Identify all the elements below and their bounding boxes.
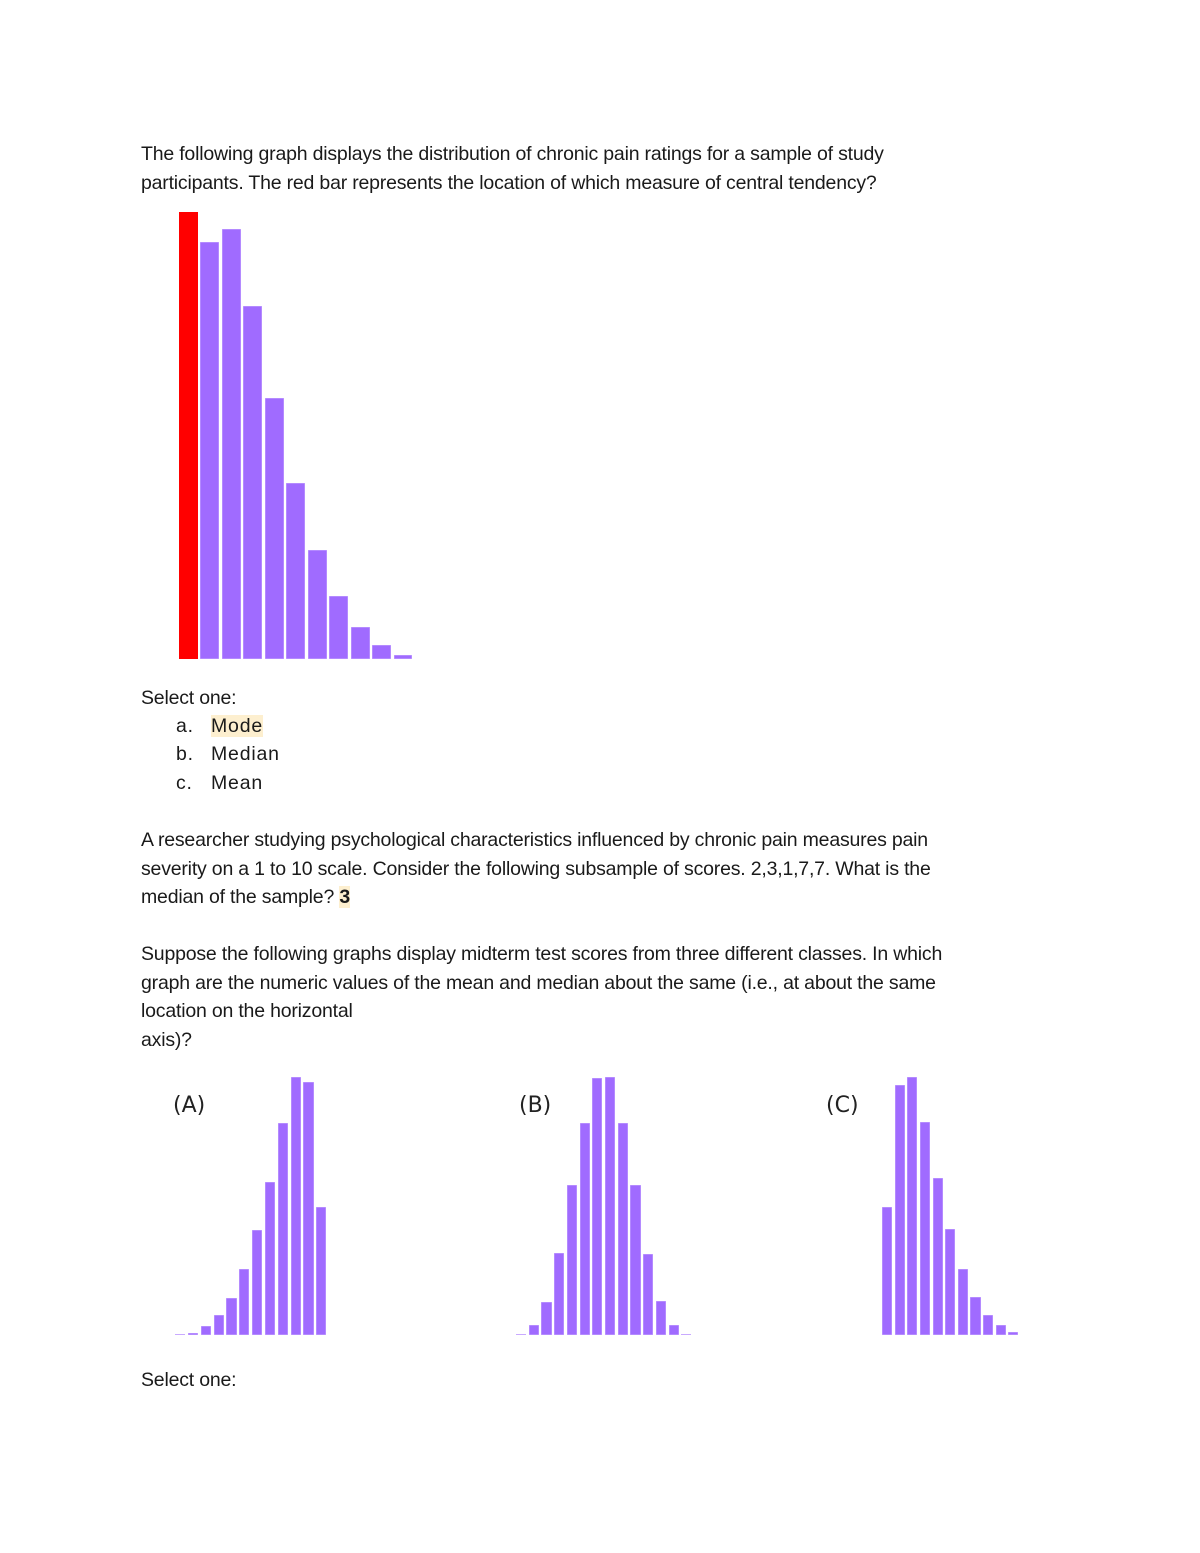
option-b-letter: b. (176, 743, 194, 765)
histogram-bar (350, 627, 370, 659)
histogram-bar (970, 1297, 981, 1335)
question1-text: The following graph displays the distrib… (141, 140, 1061, 197)
question2-line1: A researcher studying psychological char… (141, 829, 928, 851)
histogram-bar (617, 1123, 628, 1335)
histogram-bar (372, 645, 392, 659)
histogram-bar (919, 1122, 931, 1335)
option-c-label: Mean (211, 772, 263, 794)
option-b-median[interactable]: b. Median (176, 740, 280, 769)
histogram-bar (221, 229, 241, 659)
histogram-bar (605, 1077, 616, 1335)
histogram-bar (957, 1269, 968, 1335)
option-c-letter: c. (176, 772, 193, 794)
histogram-bar (303, 1082, 314, 1335)
question2-line3-text: median of the sample? (141, 886, 340, 908)
histogram-bar (592, 1078, 603, 1335)
histogram-bar (668, 1325, 679, 1335)
histogram-bar (1008, 1332, 1019, 1335)
histogram-bar (907, 1077, 918, 1335)
histogram-bar (239, 1269, 250, 1335)
histogram-bar (983, 1315, 994, 1335)
histogram-bar (894, 1085, 905, 1335)
question2-line2: severity on a 1 to 10 scale. Consider th… (141, 857, 931, 880)
question3-line4: axis)? (141, 1028, 192, 1051)
histogram-bar (290, 1077, 301, 1335)
pain-ratings-histogram (179, 200, 415, 659)
question2-text: A researcher studying psychological char… (141, 826, 1061, 912)
question3-line2: graph are the numeric values of the mean… (141, 971, 936, 994)
option-c-mean[interactable]: c. Mean (176, 769, 263, 798)
histogram-bar (329, 596, 349, 659)
histogram-bar (264, 398, 284, 659)
option-a-mode[interactable]: a. Mode (176, 712, 263, 741)
histogram-b (516, 1070, 694, 1335)
histogram-bar (213, 1315, 224, 1335)
histogram-bar (630, 1185, 641, 1335)
question2-line3: median of the sample? 3 (141, 883, 1061, 912)
histogram-bar (243, 306, 263, 659)
option-a-letter: a. (176, 715, 194, 737)
histogram-bar (393, 655, 413, 659)
histogram-a (175, 1070, 329, 1335)
histogram-bar (187, 1333, 199, 1335)
histogram-c (882, 1070, 1021, 1335)
histogram-bar (995, 1325, 1006, 1335)
option-b-label: Median (211, 743, 280, 765)
question3-select-label: Select one: (141, 1369, 237, 1391)
histogram-bar (307, 550, 327, 659)
histogram-bar (932, 1178, 943, 1335)
histogram-bar (566, 1185, 578, 1335)
question3-line3: location on the horizontal (141, 1000, 353, 1022)
question1-line2: participants. The red bar represents the… (141, 171, 877, 194)
histogram-bar (264, 1182, 276, 1335)
histogram-bar (541, 1302, 552, 1335)
histogram-bar (579, 1123, 590, 1335)
question1-select-label: Select one: (141, 687, 237, 709)
histogram-bar (681, 1334, 692, 1335)
histogram-bar (200, 1326, 211, 1335)
histogram-bar (179, 212, 198, 659)
graph-c-label: (C) (826, 1093, 859, 1118)
histogram-bar (655, 1301, 667, 1335)
histogram-bar (945, 1229, 956, 1335)
histogram-bar (286, 483, 306, 659)
histogram-bar (554, 1253, 565, 1335)
question3-line1: Suppose the following graphs display mid… (141, 943, 943, 965)
histogram-bar (316, 1207, 327, 1335)
histogram-bar (226, 1298, 237, 1335)
histogram-bar (516, 1334, 527, 1335)
histogram-bar (882, 1207, 893, 1335)
question1-line1: The following graph displays the distrib… (141, 143, 884, 165)
option-a-label: Mode (211, 715, 263, 737)
question3-text: Suppose the following graphs display mid… (141, 940, 1061, 1054)
histogram-bar (252, 1230, 263, 1335)
histogram-bar (277, 1123, 288, 1335)
histogram-bar (175, 1334, 186, 1335)
histogram-bar (528, 1325, 539, 1335)
graph-b-label: (B) (519, 1093, 552, 1118)
histogram-bar (643, 1254, 654, 1335)
histogram-bar (200, 242, 220, 659)
question2-answer: 3 (339, 886, 350, 908)
graph-a-label: (A) (173, 1093, 206, 1118)
